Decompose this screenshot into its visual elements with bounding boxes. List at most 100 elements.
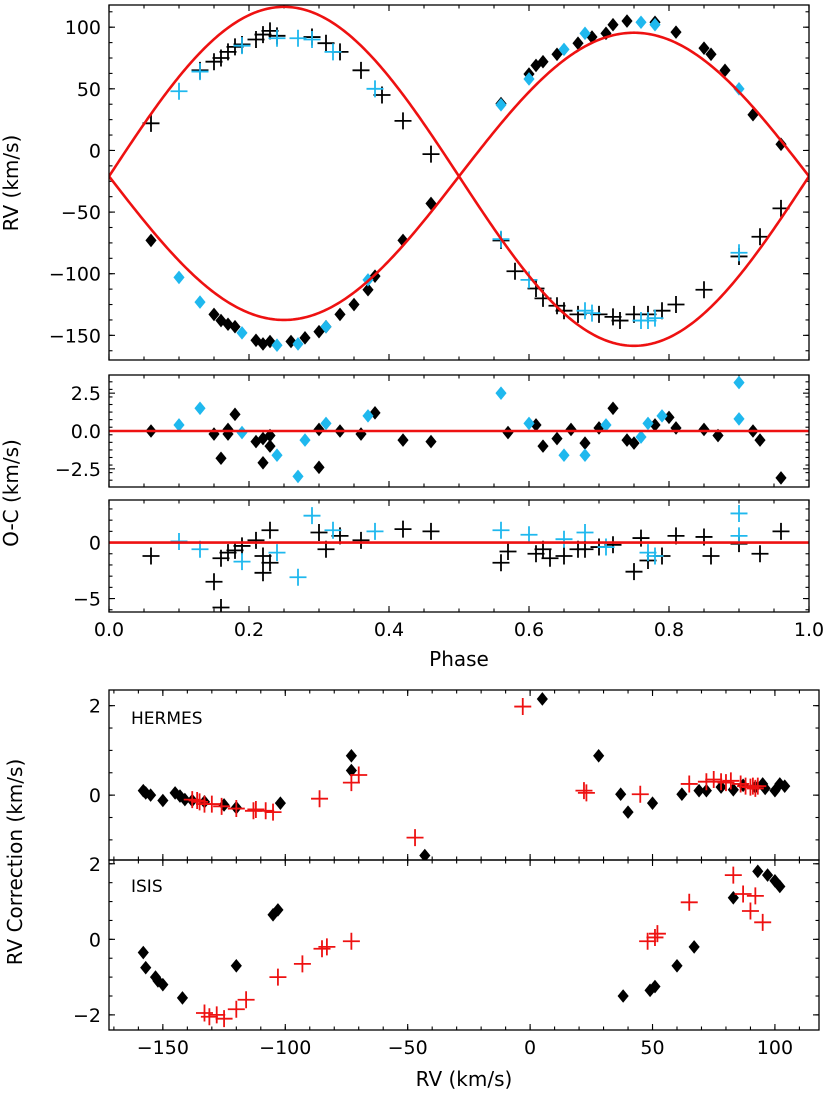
- plus-point: [697, 773, 715, 791]
- diamond-point: [670, 25, 682, 39]
- plus-point: [208, 1006, 226, 1024]
- x-tick-label: 50: [640, 1037, 664, 1059]
- plus-point: [289, 568, 307, 586]
- plus-point: [254, 547, 272, 565]
- plus-point: [261, 22, 279, 40]
- plot-area: [109, 375, 809, 485]
- diamond-point: [779, 779, 791, 793]
- plus-point: [492, 521, 510, 539]
- axes-frame: [108, 499, 810, 613]
- diamond-point: [229, 407, 241, 422]
- plus-point: [631, 785, 649, 803]
- diamond-point: [250, 434, 262, 449]
- plus-point: [215, 1010, 233, 1028]
- diamond-point: [215, 451, 227, 466]
- plus-point: [261, 521, 279, 539]
- diamond-point: [663, 410, 675, 425]
- plus-point: [695, 281, 713, 299]
- diamond-point: [194, 401, 206, 416]
- plus-point: [247, 531, 265, 549]
- diamond-point: [688, 940, 700, 954]
- plus-point: [597, 538, 615, 556]
- diamond-point: [649, 17, 661, 32]
- x-tick-label: 0.2: [234, 619, 264, 641]
- plus-point: [213, 797, 231, 815]
- y-tick-label: 50: [77, 79, 101, 101]
- plus-point: [667, 296, 685, 314]
- diamond-point: [140, 960, 152, 975]
- diamond-point: [271, 338, 283, 353]
- diamond-point: [774, 879, 786, 894]
- diamond-point: [264, 334, 276, 349]
- diamond-point: [698, 422, 710, 437]
- diamond-point: [345, 763, 357, 778]
- diamond-point: [642, 416, 654, 431]
- diamond-point: [551, 431, 563, 446]
- plus-point: [324, 43, 342, 61]
- plus-point: [226, 38, 244, 56]
- plus-point: [254, 26, 272, 44]
- diamond-point: [257, 337, 269, 351]
- diamond-point: [299, 331, 311, 345]
- plus-point: [730, 244, 748, 262]
- diamond-point: [607, 401, 619, 416]
- plus-point: [268, 544, 286, 562]
- diamond-point: [236, 425, 248, 440]
- diamond-point: [292, 337, 304, 351]
- diamond-point: [250, 333, 262, 348]
- diamond-point: [320, 319, 332, 334]
- diamond-point: [579, 26, 591, 41]
- y-tick-label: −2: [73, 1005, 101, 1027]
- plus-point: [555, 302, 573, 320]
- series-primary-isis: [173, 15, 745, 353]
- plus-point: [734, 885, 752, 903]
- diamond-point: [495, 386, 507, 400]
- x-axis-title: Phase: [429, 647, 489, 671]
- plus-point: [289, 29, 307, 47]
- diamond-point: [622, 805, 634, 819]
- x-tick-label: 100: [757, 1037, 793, 1059]
- diamond-point: [621, 14, 633, 28]
- diamond-point: [656, 409, 668, 423]
- plus-point: [499, 543, 517, 561]
- plus-point: [212, 599, 230, 612]
- diamond-point: [600, 418, 612, 432]
- diamond-point: [558, 42, 570, 57]
- plus-point: [680, 775, 698, 793]
- plus-point: [342, 932, 360, 950]
- diamond-point: [537, 54, 549, 69]
- diamond-point: [607, 17, 619, 32]
- diamond-point: [140, 786, 152, 800]
- plus-point: [394, 112, 412, 130]
- diamond-point: [334, 307, 346, 322]
- diamond-point: [157, 977, 169, 992]
- diamond-point: [348, 297, 360, 312]
- plus-point: [257, 802, 275, 820]
- x-tick-label: 0.8: [654, 619, 684, 641]
- series-primary-hermes: [145, 14, 787, 351]
- diamond-point: [649, 418, 661, 432]
- series-secondary-isis: [170, 29, 748, 330]
- y-tick-label: 2.5: [71, 383, 101, 405]
- plus-point: [555, 547, 573, 565]
- plus-point: [352, 531, 370, 549]
- plus-point: [646, 928, 664, 946]
- plus-point: [653, 302, 671, 320]
- x-tick-label: −50: [388, 1037, 428, 1059]
- diamond-point: [762, 868, 774, 882]
- plus-point: [680, 893, 698, 911]
- diamond-point: [733, 375, 745, 390]
- series-secondary-hermes: [142, 520, 790, 612]
- diamond-point: [537, 439, 549, 453]
- plus-point: [639, 544, 657, 562]
- plus-point: [394, 520, 412, 538]
- plus-point: [352, 61, 370, 79]
- y-tick-label: 0: [89, 140, 101, 162]
- series-primary: [137, 692, 791, 860]
- x-tick-label: 0.6: [514, 619, 544, 641]
- plus-point: [749, 777, 767, 795]
- plus-point: [205, 53, 223, 71]
- plus-point: [311, 790, 329, 808]
- diamond-point: [752, 864, 764, 879]
- diamond-point: [628, 436, 640, 450]
